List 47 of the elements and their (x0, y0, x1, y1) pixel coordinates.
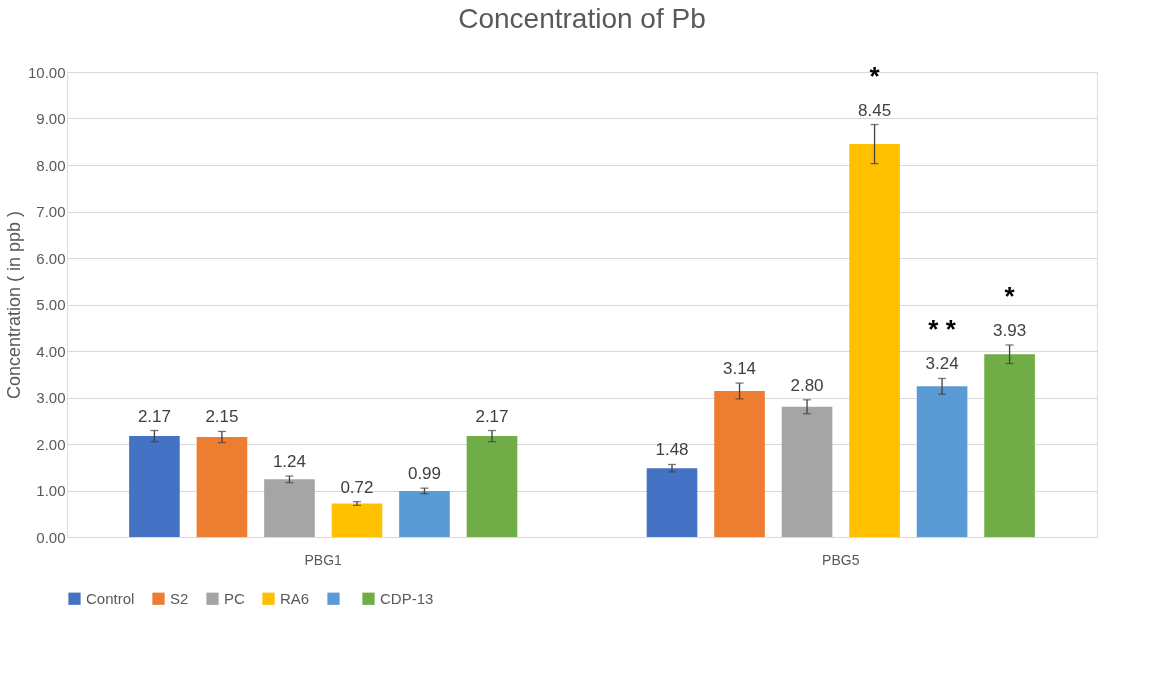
data-label: 8.45 (858, 100, 892, 120)
data-label: 2.17 (137, 406, 171, 426)
y-tick-label: 6.00 (36, 249, 66, 267)
annotation: * * (928, 314, 957, 345)
data-label: 0.72 (340, 477, 374, 497)
legend-label: CDP-13 (380, 589, 434, 607)
legend-label: Control (86, 589, 135, 607)
data-label: 2.80 (790, 375, 824, 395)
x-tick-label: PBG5 (822, 551, 860, 568)
annotation: * (869, 60, 881, 91)
y-tick-label: 0.00 (36, 528, 66, 546)
bar (129, 436, 180, 537)
bar (399, 490, 450, 537)
chart-title: Concentration of Pb (458, 2, 706, 34)
y-tick-label: 10.00 (27, 63, 66, 81)
data-label: 2.17 (475, 406, 509, 426)
data-label: 2.15 (205, 407, 239, 427)
data-label: 3.93 (993, 320, 1027, 340)
bar (466, 436, 518, 537)
y-tick-label: 3.00 (36, 389, 66, 406)
y-tick-label: 7.00 (36, 203, 66, 220)
y-tick-label: 4.00 (36, 342, 66, 360)
bar (916, 386, 968, 537)
data-label: 3.24 (925, 354, 959, 374)
legend-label: RA6 (280, 589, 310, 607)
y-tick-label: 2.00 (36, 435, 66, 453)
y-axis-title: Concentration ( in ppb ) (3, 210, 24, 400)
legend-label: S2 (170, 589, 189, 607)
annotation: * (1004, 280, 1016, 311)
bar (331, 503, 383, 537)
y-tick-label: 5.00 (36, 296, 66, 313)
bar (781, 406, 833, 537)
y-tick-label: 9.00 (36, 110, 66, 127)
data-label: 0.99 (407, 464, 442, 484)
data-label: 1.48 (655, 440, 689, 460)
data-label: 1.24 (272, 452, 306, 472)
bar (196, 437, 248, 537)
bar (849, 144, 900, 537)
x-tick-label: PBG1 (304, 551, 343, 568)
bar (984, 354, 1035, 537)
bar (714, 390, 765, 537)
y-tick-label: 8.00 (36, 156, 66, 174)
legend-label: PC (224, 589, 245, 607)
data-label: 3.14 (722, 359, 757, 379)
bar (646, 468, 698, 537)
y-tick-label: 1.00 (36, 482, 66, 499)
bar (264, 479, 315, 537)
